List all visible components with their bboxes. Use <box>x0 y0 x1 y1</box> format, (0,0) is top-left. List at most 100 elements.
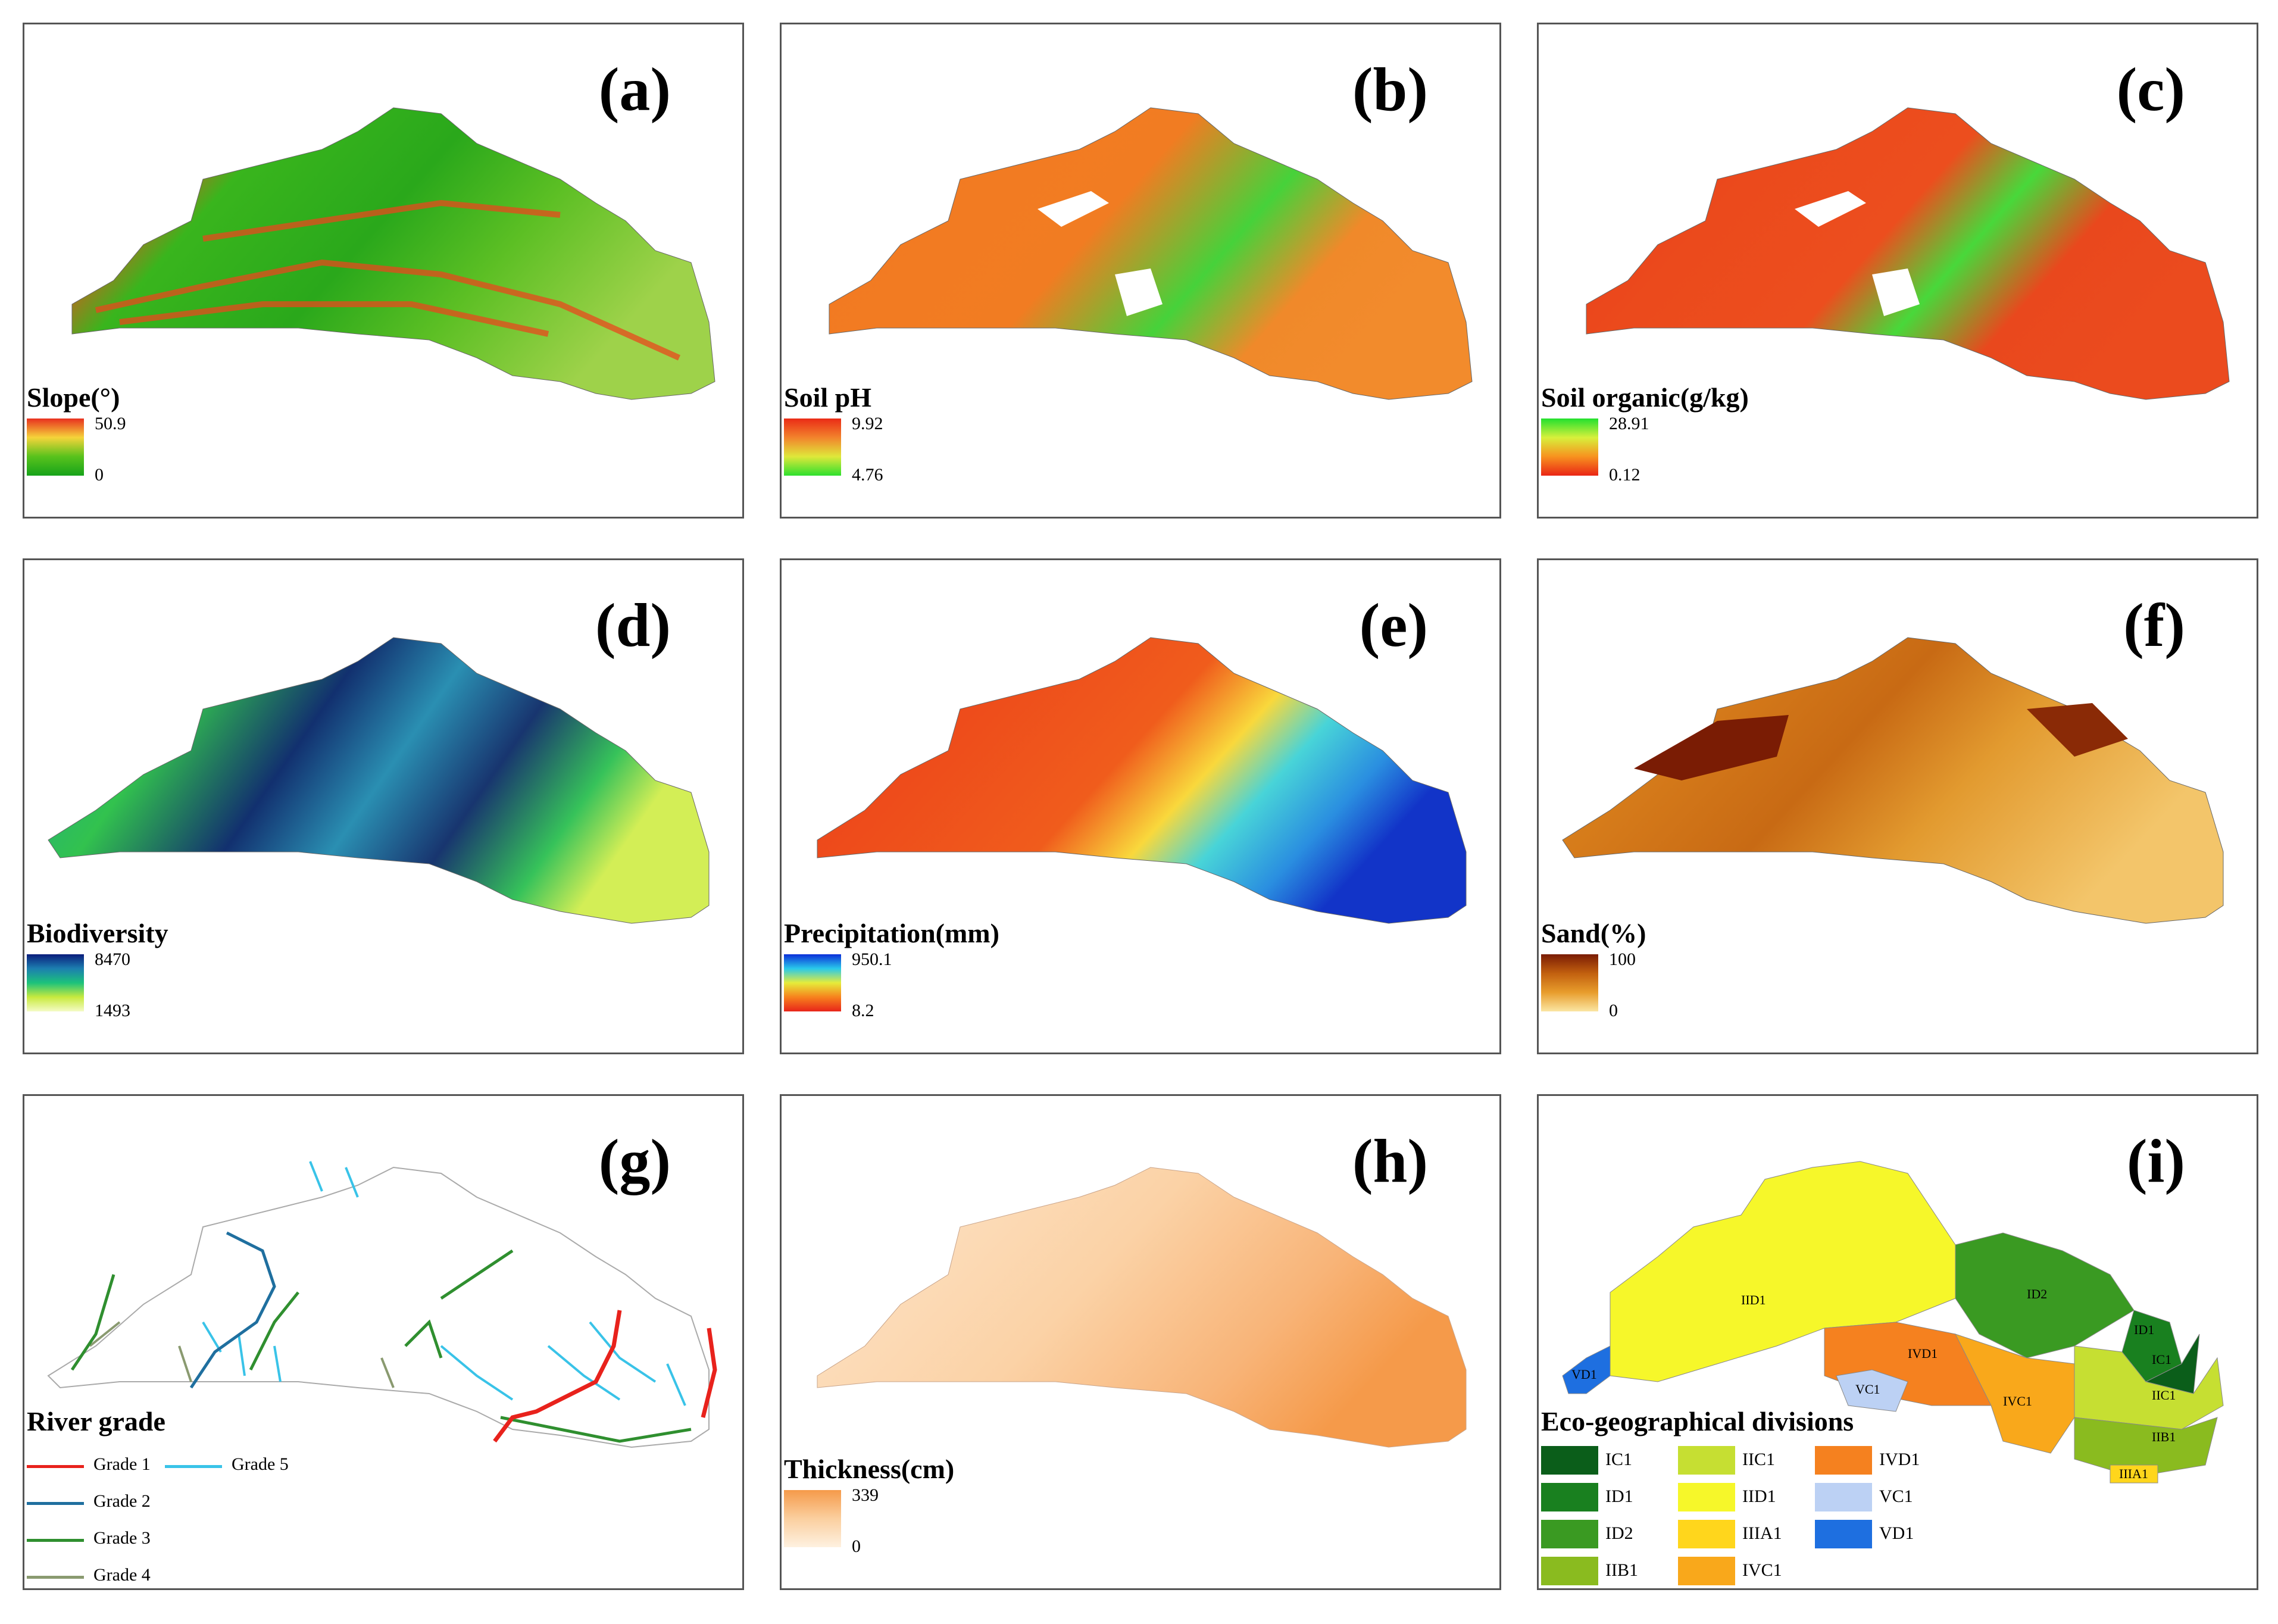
region-outline <box>1562 637 2224 924</box>
white-void <box>1038 191 1109 227</box>
region-label: IIIA1 <box>2119 1466 2148 1481</box>
sand-map <box>1562 637 2224 924</box>
legend-title: Eco-geographical divisions <box>1541 1406 1854 1436</box>
region-label: IIC1 <box>2152 1388 2176 1403</box>
legend-color-ramp <box>1541 419 1598 476</box>
label-iic1: IIC1 <box>1742 1450 1775 1469</box>
river-map <box>47 1161 717 1448</box>
label-iiia1: IIIA1 <box>1742 1523 1782 1543</box>
legend-max-value: 8470 <box>95 950 130 969</box>
grade-5-line <box>165 1465 222 1468</box>
swatch-vd1 <box>1815 1520 1872 1548</box>
legend-color-ramp <box>784 1490 841 1547</box>
river-grade-1 <box>493 1310 717 1443</box>
legend-title: Sand(%) <box>1541 918 1646 948</box>
white-void <box>1795 191 1866 227</box>
dark-sand-patch <box>2027 703 2128 757</box>
panel-b-soil-ph: (b) Soil pH 9.92 4.76 <box>780 23 1501 519</box>
dark-sand-patch <box>1634 715 1789 780</box>
panel-f-sand: (f) Sand(%) 100 0 <box>1537 558 2258 1054</box>
panel-g-river-grade: (g) River grade Grade 1 Grade 5 Grade 2 … <box>23 1094 744 1590</box>
panel-c-soil-organic: (c) Soil organic(g/kg) 28.91 0.12 <box>1537 23 2258 519</box>
label-ic1: IC1 <box>1605 1450 1632 1469</box>
legend-color-ramp <box>27 954 84 1011</box>
thickness-map <box>817 1167 1467 1448</box>
legend-max-value: 50.9 <box>95 414 126 433</box>
region-label: ID2 <box>2027 1286 2048 1301</box>
legend-title: River grade <box>27 1406 165 1436</box>
legend-color-ramp <box>784 954 841 1011</box>
region-label: IIB1 <box>2152 1429 2176 1444</box>
region-outline <box>817 1167 1467 1448</box>
grade-3-label: Grade 3 <box>93 1528 151 1548</box>
grade-1-line <box>27 1465 84 1468</box>
panel-letter: (b) <box>1352 55 1428 124</box>
soil-ph-map <box>829 107 1473 400</box>
white-void <box>1872 268 1920 316</box>
swatch-ivc1 <box>1678 1557 1735 1585</box>
panel-letter: (f) <box>2123 591 2185 660</box>
legend-min-value: 1493 <box>95 1001 130 1020</box>
panel-i-eco-divisions: IID1 ID2 ID1 IC1 IVD1 VC1 IVC1 IIC1 IIB1… <box>1537 1094 2258 1590</box>
legend-title: Soil organic(g/kg) <box>1541 382 1749 413</box>
legend-title: Thickness(cm) <box>784 1454 955 1484</box>
region-outline <box>48 637 710 924</box>
swatch-id2 <box>1541 1520 1598 1548</box>
region-label: IC1 <box>2152 1352 2171 1367</box>
legend-title: Precipitation(mm) <box>784 918 999 948</box>
grade-2-label: Grade 2 <box>93 1491 151 1511</box>
grade-3-line <box>27 1539 84 1542</box>
panel-letter: (i) <box>2126 1127 2185 1195</box>
legend-title: Biodiversity <box>27 918 168 948</box>
region-vd1 <box>1562 1345 1611 1394</box>
swatch-id1 <box>1541 1483 1598 1511</box>
panel-letter: (h) <box>1352 1127 1428 1195</box>
legend-color-ramp <box>27 419 84 476</box>
region-label: VC1 <box>1855 1382 1880 1397</box>
river-grade-3 <box>70 1249 692 1443</box>
swatch-vc1 <box>1815 1483 1872 1511</box>
white-void <box>1115 268 1163 316</box>
region-label: IID1 <box>1741 1292 1766 1307</box>
label-vc1: VC1 <box>1879 1486 1913 1506</box>
region-label: IVC1 <box>2003 1394 2032 1408</box>
grade-4-line <box>27 1576 84 1579</box>
grade-1-label: Grade 1 <box>93 1454 151 1474</box>
panel-e-precipitation: (e) Precipitation(mm) 950.1 8.2 <box>780 558 1501 1054</box>
panel-letter: (a) <box>598 55 671 124</box>
legend-max-value: 100 <box>1609 950 1636 969</box>
legend-title: Soil pH <box>784 382 872 413</box>
legend-title: Slope(°) <box>27 382 120 413</box>
label-id1: ID1 <box>1605 1486 1633 1506</box>
swatch-iiia1 <box>1678 1520 1735 1548</box>
river-grade-5 <box>202 1161 686 1406</box>
label-vd1: VD1 <box>1879 1523 1914 1543</box>
region-vc1 <box>1836 1369 1908 1412</box>
river-grade-4 <box>89 1321 395 1388</box>
panel-letter: (e) <box>1359 591 1428 660</box>
region-label: ID1 <box>2134 1322 2155 1337</box>
label-iib1: IIB1 <box>1605 1560 1638 1580</box>
region-iib1 <box>2074 1417 2218 1478</box>
eco-division-map <box>1562 1161 2224 1484</box>
region-outline <box>47 1166 710 1448</box>
swatch-iid1 <box>1678 1483 1735 1511</box>
grade-5-label: Grade 5 <box>232 1454 289 1474</box>
region-label: VD1 <box>1571 1367 1597 1382</box>
swatch-ic1 <box>1541 1446 1598 1475</box>
legend-min-value: 0 <box>1609 1001 1618 1020</box>
panel-letter: (g) <box>598 1127 671 1195</box>
legend-min-value: 4.76 <box>852 465 883 485</box>
legend-max-value: 950.1 <box>852 950 892 969</box>
legend-color-ramp <box>784 419 841 476</box>
panel-d-biodiversity: (d) Biodiversity 8470 1493 <box>23 558 744 1054</box>
legend-min-value: 8.2 <box>852 1001 874 1020</box>
label-ivd1: IVD1 <box>1879 1450 1920 1469</box>
region-outline <box>829 107 1473 400</box>
panel-letter: (c) <box>2116 55 2185 124</box>
region-outline <box>71 107 715 400</box>
panel-a-slope: (a) Slope(°) 50.9 0 <box>23 23 744 519</box>
grade-2-line <box>27 1502 84 1505</box>
label-id2: ID2 <box>1605 1523 1633 1543</box>
legend-color-ramp <box>1541 954 1598 1011</box>
